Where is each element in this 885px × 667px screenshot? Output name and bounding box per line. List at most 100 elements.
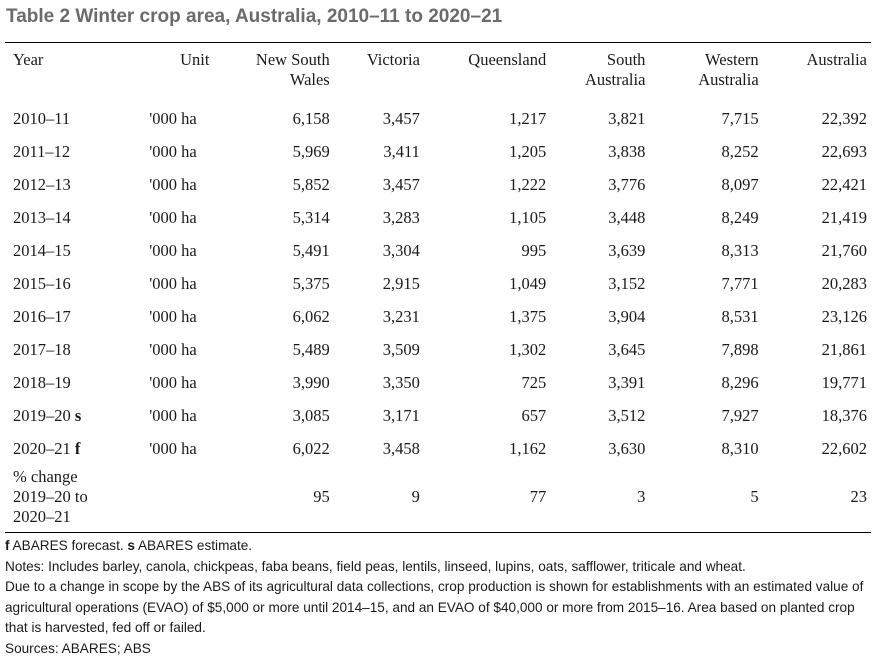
cell-qld: 725	[521, 372, 547, 392]
cell-nsw: 95	[313, 487, 330, 506]
estimate-flag: s	[74, 405, 82, 425]
col-header-wa: Western Australia	[645, 47, 758, 102]
cell-vic: 9	[411, 487, 420, 506]
table-notes: f ABARES forecast. s ABARES estimate. No…	[5, 536, 880, 660]
cell-unit: '000 ha	[149, 240, 197, 260]
cell-vic: 3,304	[382, 240, 420, 260]
col-header-nsw-line2: Wales	[289, 70, 330, 89]
cell-vic: 3,350	[382, 372, 420, 392]
flag-legend: f ABARES forecast. s ABARES estimate.	[5, 536, 880, 557]
cell-qld: 1,162	[509, 438, 547, 458]
cell-wa: 7,715	[721, 108, 759, 128]
cell-nsw: 3,085	[292, 405, 330, 425]
year-text: 2020–21	[13, 438, 71, 458]
forecast-flag-text: ABARES forecast.	[9, 538, 128, 553]
cell-sa: 3,776	[608, 174, 646, 194]
cell-unit: '000 ha	[149, 438, 197, 458]
cell-unit: '000 ha	[149, 207, 197, 227]
cell-sa: 3,448	[608, 207, 646, 227]
cell-nsw: 3,990	[292, 372, 330, 392]
cell-aus: 22,693	[821, 141, 867, 161]
cell-vic: 3,509	[382, 339, 420, 359]
cell-vic: 3,411	[383, 141, 420, 161]
cell-year: 2011–12	[5, 135, 133, 168]
year-text: 2013–14	[13, 207, 71, 227]
table-row: 2015–16 '000 ha 5,375 2,915 1,049 3,152 …	[5, 267, 871, 300]
cell-nsw: 5,314	[292, 207, 330, 227]
col-header-nsw: New South Wales	[209, 47, 330, 102]
col-header-sa-line1: South	[606, 50, 646, 69]
col-header-sa: South Australia	[546, 47, 645, 102]
cell-wa: 8,249	[721, 207, 759, 227]
cell-sa: 3,639	[608, 240, 646, 260]
cell-wa: 8,252	[721, 141, 759, 161]
forecast-flag: f	[74, 438, 81, 458]
cell-sa: 3	[637, 487, 646, 506]
cell-wa: 8,296	[721, 372, 759, 392]
header-row: Year Unit New South Wales Victoria Queens…	[5, 47, 871, 102]
col-header-wa-line1: Western	[705, 50, 759, 69]
cell-qld: 1,222	[509, 174, 547, 194]
cell-year: 2019–20 s	[5, 399, 133, 432]
table-row: 2020–21 f '000 ha 6,022 3,458 1,162 3,63…	[5, 432, 871, 465]
year-text: 2014–15	[13, 240, 71, 260]
cell-nsw: 6,158	[292, 108, 330, 128]
change-label-line1: % change	[13, 467, 78, 486]
cell-unit: '000 ha	[149, 306, 197, 326]
col-header-year: Year	[13, 50, 44, 69]
cell-unit-empty	[133, 465, 209, 529]
cell-year: 2017–18	[5, 333, 133, 366]
col-header-aus: Australia	[806, 50, 867, 69]
year-text: 2019–20	[13, 405, 71, 425]
change-label-line2: 2019–20 to	[13, 487, 88, 506]
year-text: 2016–17	[13, 306, 71, 326]
cell-wa: 8,531	[721, 306, 759, 326]
table-row: 2013–14 '000 ha 5,314 3,283 1,105 3,448 …	[5, 201, 871, 234]
cell-vic: 3,457	[382, 174, 420, 194]
winter-crop-table: Year Unit New South Wales Victoria Queens…	[5, 47, 871, 529]
col-header-wa-line2: Australia	[698, 70, 759, 89]
cell-unit: '000 ha	[149, 339, 197, 359]
cell-nsw: 5,852	[292, 174, 330, 194]
cell-wa: 7,927	[721, 405, 759, 425]
cell-year: 2014–15	[5, 234, 133, 267]
percent-change-row: % change 2019–20 to 2020–21 95 9 77 3 5 …	[5, 465, 871, 529]
cell-qld: 1,105	[509, 207, 547, 227]
table-row: 2016–17 '000 ha 6,062 3,231 1,375 3,904 …	[5, 300, 871, 333]
col-header-qld: Queensland	[468, 50, 547, 69]
cell-wa: 8,310	[721, 438, 759, 458]
cell-sa: 3,512	[608, 405, 646, 425]
cell-vic: 3,171	[382, 405, 420, 425]
cell-nsw: 6,022	[292, 438, 330, 458]
cell-year: 2010–11	[5, 102, 133, 135]
cell-year: 2018–19	[5, 366, 133, 399]
cell-unit: '000 ha	[149, 108, 197, 128]
cell-sa: 3,904	[608, 306, 646, 326]
col-header-sa-line2: Australia	[584, 70, 646, 89]
cell-vic: 3,457	[382, 108, 420, 128]
sources: Sources: ABARES; ABS	[5, 640, 151, 656]
table-row: 2014–15 '000 ha 5,491 3,304 995 3,639 8,…	[5, 234, 871, 267]
cell-qld: 1,375	[509, 306, 547, 326]
cell-unit: '000 ha	[149, 372, 197, 392]
cell-qld: 77	[529, 487, 547, 506]
cell-wa: 7,898	[721, 339, 759, 359]
cell-vic: 3,458	[382, 438, 420, 458]
cell-aus: 22,392	[821, 108, 867, 128]
cell-sa: 3,152	[608, 273, 646, 293]
cell-vic: 3,231	[382, 306, 420, 326]
cell-sa: 3,630	[608, 438, 646, 458]
cell-nsw: 5,489	[292, 339, 330, 359]
estimate-flag-key: s	[127, 538, 135, 553]
col-header-unit: Unit	[180, 50, 210, 69]
cell-year: 2012–13	[5, 168, 133, 201]
cell-vic: 2,915	[382, 273, 420, 293]
cell-aus: 22,421	[821, 174, 867, 194]
cell-sa: 3,645	[608, 339, 646, 359]
cell-aus: 20,283	[821, 273, 867, 293]
cell-aus: 22,602	[821, 438, 867, 458]
cell-qld: 657	[521, 405, 547, 425]
cell-unit: '000 ha	[149, 405, 197, 425]
table-row: 2019–20 s '000 ha 3,085 3,171 657 3,512 …	[5, 399, 871, 432]
